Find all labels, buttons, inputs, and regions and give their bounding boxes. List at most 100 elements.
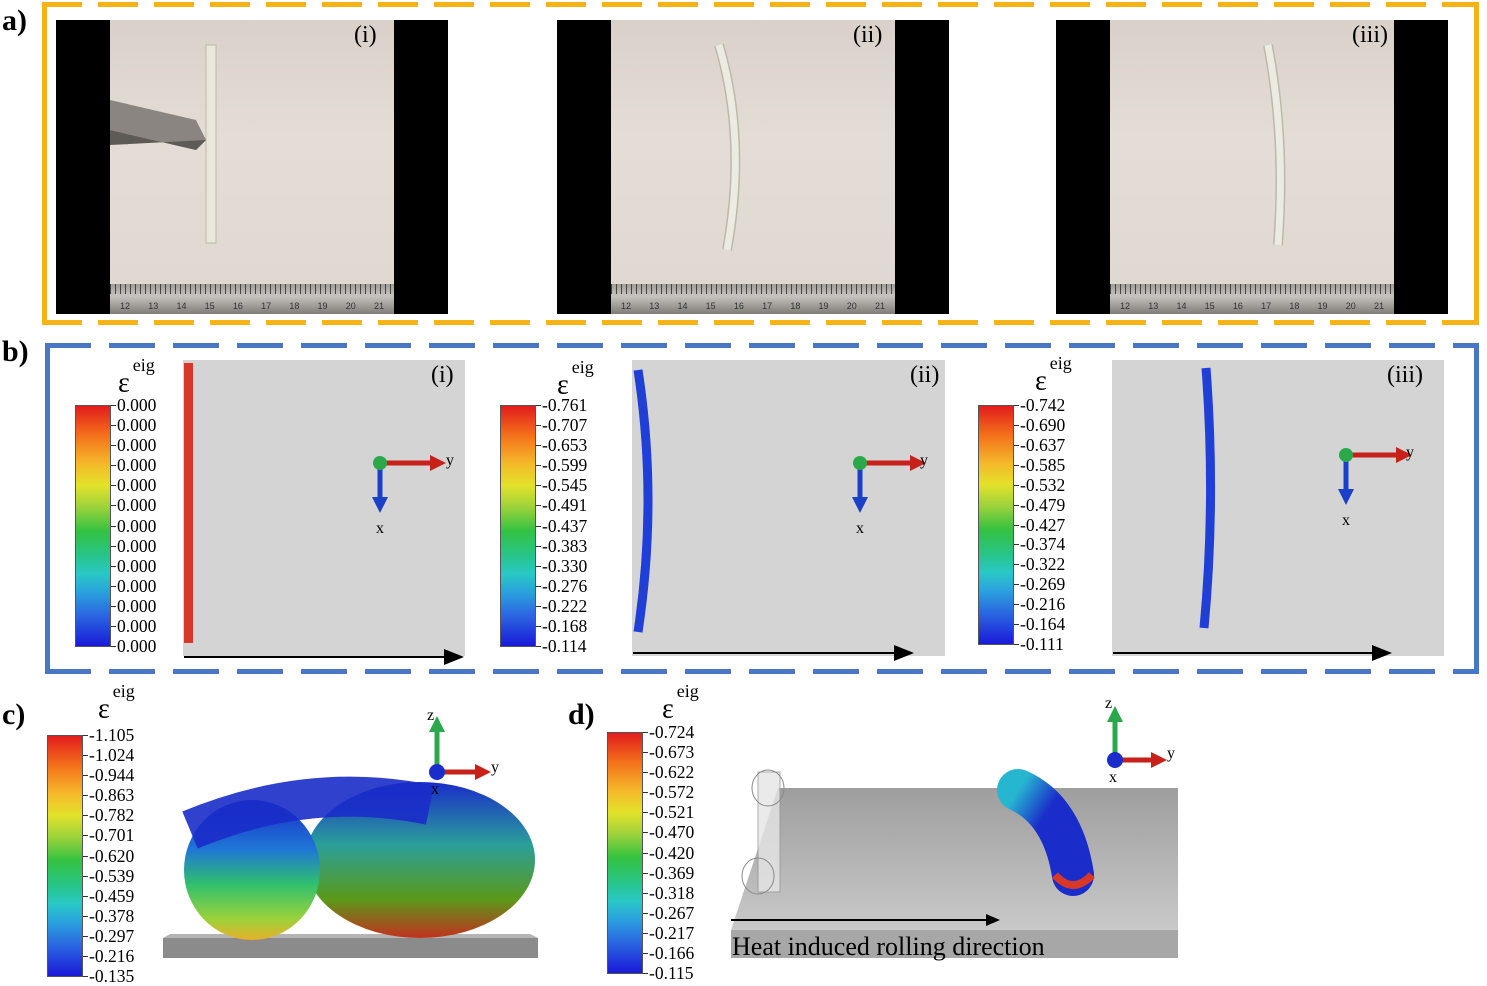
colorbar-tick [643,952,648,954]
colorbar-tick-label: -0.863 [89,785,135,806]
colorbar-tick-label: -0.318 [649,882,695,903]
colorbar-tick-label: -0.115 [649,963,694,983]
colorbar-tick [643,832,648,834]
colorbar-tick-label: -0.437 [542,515,588,536]
colorbar-tick-label: -0.572 [649,782,695,803]
colorbar-tick [83,755,88,757]
ruler-number: 14 [176,301,187,311]
ruler-number: 12 [120,301,131,311]
colorbar-tick [111,485,116,487]
colorbar-tick-label: -0.585 [1020,454,1066,475]
colorbar-tick-label: -0.276 [542,575,588,596]
colorbar-tick-label: -0.322 [1020,554,1066,575]
colorbar-tick [536,565,541,567]
colorbar-tick [111,545,116,547]
svg-text:z: z [1105,695,1112,712]
colorbar-tick-label: 0.000 [117,515,157,536]
colorbar-tick-label: -0.545 [542,475,588,496]
colorbar-tick [1014,544,1019,546]
svg-text:y: y [491,759,499,776]
colorbar-tick [83,935,88,937]
photo-a-iii-content [1263,44,1286,246]
colorbar-tick-label: -1.024 [89,745,135,766]
colorbar-tick-label: -0.216 [89,945,135,966]
colorbar-tick [536,605,541,607]
photo-a-ii-label: (ii) [853,22,883,48]
colorbar-tick-label: -0.217 [649,922,695,943]
svg-text:y: y [920,452,928,469]
eps-label-b-iii: εeig [1035,353,1072,397]
colorbar-tick [643,812,648,814]
triad-b-i-y: y [446,452,454,469]
colorbar-tick-label: -1.105 [89,725,135,745]
colorbar-tick [111,445,116,447]
sim-b-iii-label: (iii) [1387,362,1423,388]
rod-b-iii [1199,367,1216,629]
colorbar-tick [83,735,88,736]
colorbar-tick [1014,484,1019,486]
colorbar-tick [111,605,116,607]
photo-a-iii: 12 13 14 15 16 17 18 19 20 21 (iii) [1056,20,1448,314]
colorbar-tick-label: -0.378 [89,905,135,926]
photo-a-ii-content [714,43,741,251]
colorbar-tick [111,565,116,567]
ruler-number: 18 [289,301,300,311]
colorbar-tick-label: 0.000 [117,535,157,556]
ruler-number: 21 [875,301,886,311]
colorbar-tick-label: -0.111 [1020,634,1064,654]
ruler-number: 16 [733,301,744,311]
colorbar-tick-label: 0.000 [117,395,157,415]
colorbar-tick [643,973,648,974]
colorbar-tick-label: 0.000 [117,435,157,456]
colorbar-tick [1014,564,1019,566]
panel-label-a: a) [2,4,27,37]
colorbar-tick [536,425,541,427]
colorbar-tick-label: -0.470 [649,822,695,843]
colorbar-tick-label: -0.761 [542,395,588,415]
colorbar-tick [643,892,648,894]
colorbar-tick-label: -0.267 [649,902,695,923]
sim-b-ii: (ii) [632,360,945,656]
colorbar-tick-label: -0.701 [89,825,135,846]
colorbar-tick [536,445,541,447]
colorbar-tick [536,505,541,507]
colorbar-tick-label: 0.000 [117,636,157,656]
colorbar-tick [83,915,88,917]
colorbar-tick [536,405,541,406]
svg-text:z: z [427,707,434,724]
triad-b-ii: y x [852,452,928,537]
colorbar-tick [643,932,648,934]
ruler-number: 15 [705,301,716,311]
colorbar-tick [1014,504,1019,506]
colorbar-tick-label: -0.707 [542,415,588,436]
colorbar-tick-label: -0.724 [649,722,695,742]
colorbar-tick-label: -0.944 [89,765,135,786]
colorbar-tick [83,795,88,797]
colorbar-tick-label: -0.673 [649,742,695,763]
colorbar-tick-label: -0.216 [1020,594,1066,615]
colorbar-tick-label: 0.000 [117,415,157,436]
colorbar-tick-label: -0.383 [542,535,588,556]
colorbar-tick-label: -0.491 [542,495,588,516]
triad-b-iii: y x [1338,444,1414,529]
colorbar-tick-label: 0.000 [117,615,157,636]
ruler-number: 13 [148,301,159,311]
ruler-number: 21 [1374,301,1385,311]
colorbar-tick [111,525,116,527]
colorbar-tick-label: -0.164 [1020,614,1066,635]
colorbar-tick [83,775,88,777]
sim-d [731,769,1178,958]
colorbar-tick [536,545,541,547]
colorbar-tick-label: -0.521 [649,802,695,823]
colorbar-tick-label: 0.000 [117,455,157,476]
panel-label-c: c) [2,698,26,731]
colorbar-tick [83,895,88,897]
colorbar-tick [1014,424,1019,426]
colorbar-tick [1014,405,1019,406]
triad-b-i-x: x [376,520,384,537]
colorbar-tick-label: -0.532 [1020,474,1066,495]
sim-b-i: (i) [183,360,465,656]
colorbar-tick-label: -0.374 [1020,534,1066,555]
d-caption: Heat induced rolling direction [732,932,1045,961]
colorbar-tick-label: -0.369 [649,862,695,883]
